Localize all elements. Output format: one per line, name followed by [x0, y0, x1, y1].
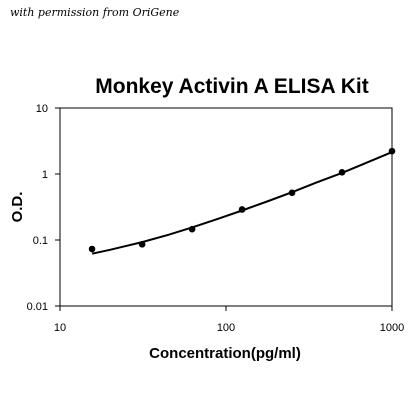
y-axis-title: O.D. — [9, 192, 26, 223]
credit-text: with permission from OriGene — [10, 6, 180, 19]
x-tick-label: 1000 — [380, 322, 404, 334]
x-tick-label: 10 — [54, 322, 66, 334]
chart-title: Monkey Activin A ELISA Kit — [95, 75, 368, 98]
data-point — [238, 206, 246, 213]
y-axis-ticks: 0.01 0.1 1 10 — [27, 103, 60, 313]
data-point — [388, 147, 396, 155]
x-tick-label: 100 — [217, 322, 235, 334]
x-axis-title: Concentration(pg/ml) — [149, 345, 301, 362]
data-point — [138, 241, 146, 248]
y-tick-label: 0.01 — [27, 301, 48, 313]
data-point — [188, 225, 196, 233]
data-point — [88, 245, 96, 253]
fit-curve-line — [91, 151, 393, 255]
x-axis-ticks: 10 100 1000 — [54, 306, 404, 334]
y-tick-label: 10 — [36, 103, 48, 115]
y-tick-label: 1 — [42, 169, 48, 181]
plot-area-frame — [59, 107, 393, 307]
data-point — [288, 189, 296, 197]
y-tick-label: 0.1 — [33, 235, 48, 247]
data-point — [338, 169, 346, 176]
data-points — [88, 147, 396, 253]
